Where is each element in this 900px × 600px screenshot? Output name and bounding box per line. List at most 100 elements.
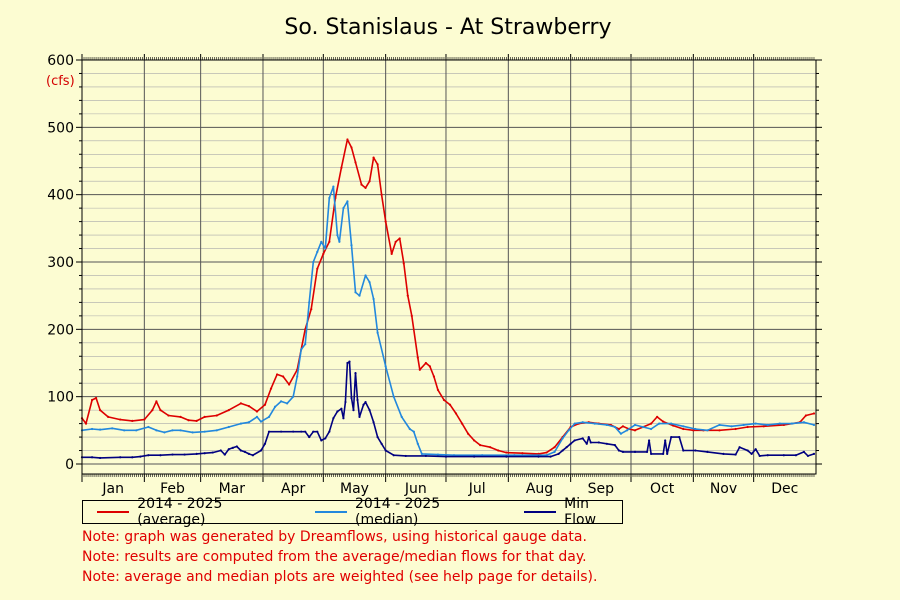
data-point-2014-2025-average — [479, 444, 482, 447]
data-point-min-flow — [392, 454, 395, 457]
data-point-2014-2025-median — [766, 423, 769, 427]
month-label: Oct — [650, 481, 675, 497]
data-point-2014-2025-median — [368, 281, 371, 284]
data-point-min-flow — [706, 450, 709, 453]
data-point-min-flow — [384, 449, 387, 452]
data-point-2014-2025-median — [227, 425, 230, 429]
data-point-2014-2025-median — [802, 421, 806, 424]
data-point-2014-2025-median — [358, 294, 361, 297]
data-point-2014-2025-median — [320, 240, 323, 243]
data-point-2014-2025-median — [605, 423, 608, 427]
data-point-2014-2025-average — [812, 412, 816, 415]
data-point-min-flow — [565, 446, 568, 449]
data-point-2014-2025-average — [402, 262, 405, 265]
data-point-min-flow — [650, 452, 653, 455]
data-point-2014-2025-average — [692, 429, 695, 432]
data-point-min-flow — [332, 417, 335, 420]
data-point-2014-2025-median — [658, 422, 661, 425]
data-point-2014-2025-median — [561, 437, 564, 440]
data-point-2014-2025-median — [545, 454, 548, 457]
month-label: Mar — [219, 481, 246, 497]
data-point-min-flow — [171, 453, 174, 456]
data-point-2014-2025-average — [424, 361, 427, 365]
data-point-min-flow — [444, 455, 448, 458]
data-point-min-flow — [239, 449, 242, 452]
data-point-min-flow — [766, 454, 769, 457]
data-point-min-flow — [664, 439, 667, 442]
data-point-2014-2025-average — [94, 396, 98, 400]
data-point-min-flow — [98, 456, 102, 460]
month-label: Jul — [468, 481, 486, 497]
data-point-min-flow — [279, 430, 283, 433]
data-point-min-flow — [324, 437, 327, 440]
legend: 2014 - 2025 (average) 2014 - 2025 (media… — [82, 496, 623, 528]
data-point-2014-2025-average — [633, 429, 637, 432]
data-point-min-flow — [372, 421, 375, 424]
data-point-2014-2025-average — [239, 402, 242, 405]
data-point-2014-2025-median — [179, 429, 182, 432]
data-point-min-flow — [354, 372, 357, 375]
data-point-2014-2025-average — [804, 414, 808, 417]
data-point-2014-2025-median — [155, 429, 158, 432]
data-point-2014-2025-average — [553, 446, 556, 449]
data-point-2014-2025-median — [259, 420, 263, 423]
data-point-2014-2025-median — [354, 291, 357, 294]
data-point-min-flow — [320, 439, 323, 442]
month-label: Sep — [588, 481, 615, 497]
data-point-min-flow — [247, 452, 251, 455]
data-point-2014-2025-median — [633, 423, 637, 427]
data-point-2014-2025-median — [778, 422, 781, 425]
data-point-2014-2025-median — [573, 422, 576, 425]
data-point-min-flow — [758, 454, 761, 458]
data-point-2014-2025-average — [247, 404, 251, 408]
data-point-2014-2025-average — [384, 220, 387, 223]
data-point-2014-2025-average — [131, 419, 134, 423]
data-point-2014-2025-median — [420, 452, 423, 455]
legend-item-average: 2014 - 2025 (average) — [97, 496, 287, 528]
data-point-2014-2025-average — [227, 409, 230, 412]
data-point-min-flow — [346, 361, 349, 365]
data-point-2014-2025-average — [350, 146, 353, 149]
data-point-2014-2025-average — [263, 403, 267, 406]
data-point-min-flow — [812, 452, 816, 455]
chart-title: So. Stanislaus - At Strawberry — [284, 15, 611, 40]
data-point-2014-2025-average — [316, 267, 319, 270]
data-point-min-flow — [223, 453, 226, 456]
data-point-min-flow — [376, 435, 379, 439]
legend-swatch-median — [314, 511, 347, 513]
y-tick-label: 600 — [47, 53, 74, 69]
data-point-min-flow — [147, 454, 150, 457]
data-point-2014-2025-median — [408, 427, 411, 431]
data-point-2014-2025-average — [394, 240, 397, 243]
data-point-2014-2025-average — [418, 368, 421, 371]
note-line: Note: graph was generated by Dreamflows,… — [82, 529, 587, 545]
data-point-min-flow — [380, 442, 383, 445]
data-point-2014-2025-average — [398, 237, 401, 240]
data-point-min-flow — [621, 450, 625, 453]
y-tick-label: 100 — [47, 390, 74, 406]
data-point-2014-2025-average — [467, 432, 470, 435]
data-point-2014-2025-average — [310, 308, 313, 311]
data-point-min-flow — [350, 396, 353, 400]
legend-swatch-average — [97, 511, 130, 513]
data-point-min-flow — [292, 430, 295, 433]
legend-label-min-flow: Min Flow — [564, 496, 597, 528]
data-point-min-flow — [119, 456, 122, 459]
data-point-min-flow — [219, 449, 222, 452]
data-point-2014-2025-median — [273, 405, 277, 408]
data-point-2014-2025-median — [324, 247, 327, 250]
data-point-2014-2025-average — [489, 446, 492, 449]
legend-item-min-flow: Min Flow — [523, 496, 622, 528]
data-point-2014-2025-average — [288, 383, 291, 386]
legend-label-median: 2014 - 2025 (median) — [354, 496, 441, 528]
data-point-2014-2025-median — [581, 421, 584, 424]
data-point-2014-2025-median — [400, 415, 403, 418]
data-point-min-flow — [561, 449, 564, 452]
data-point-2014-2025-median — [364, 274, 367, 277]
data-point-min-flow — [195, 452, 198, 455]
data-point-2014-2025-median — [239, 422, 242, 425]
data-point-2014-2025-average — [410, 314, 413, 317]
y-tick-label: 500 — [47, 120, 74, 136]
data-point-2014-2025-average — [255, 410, 259, 413]
y-axis-unit-label: (cfs) — [46, 74, 75, 89]
